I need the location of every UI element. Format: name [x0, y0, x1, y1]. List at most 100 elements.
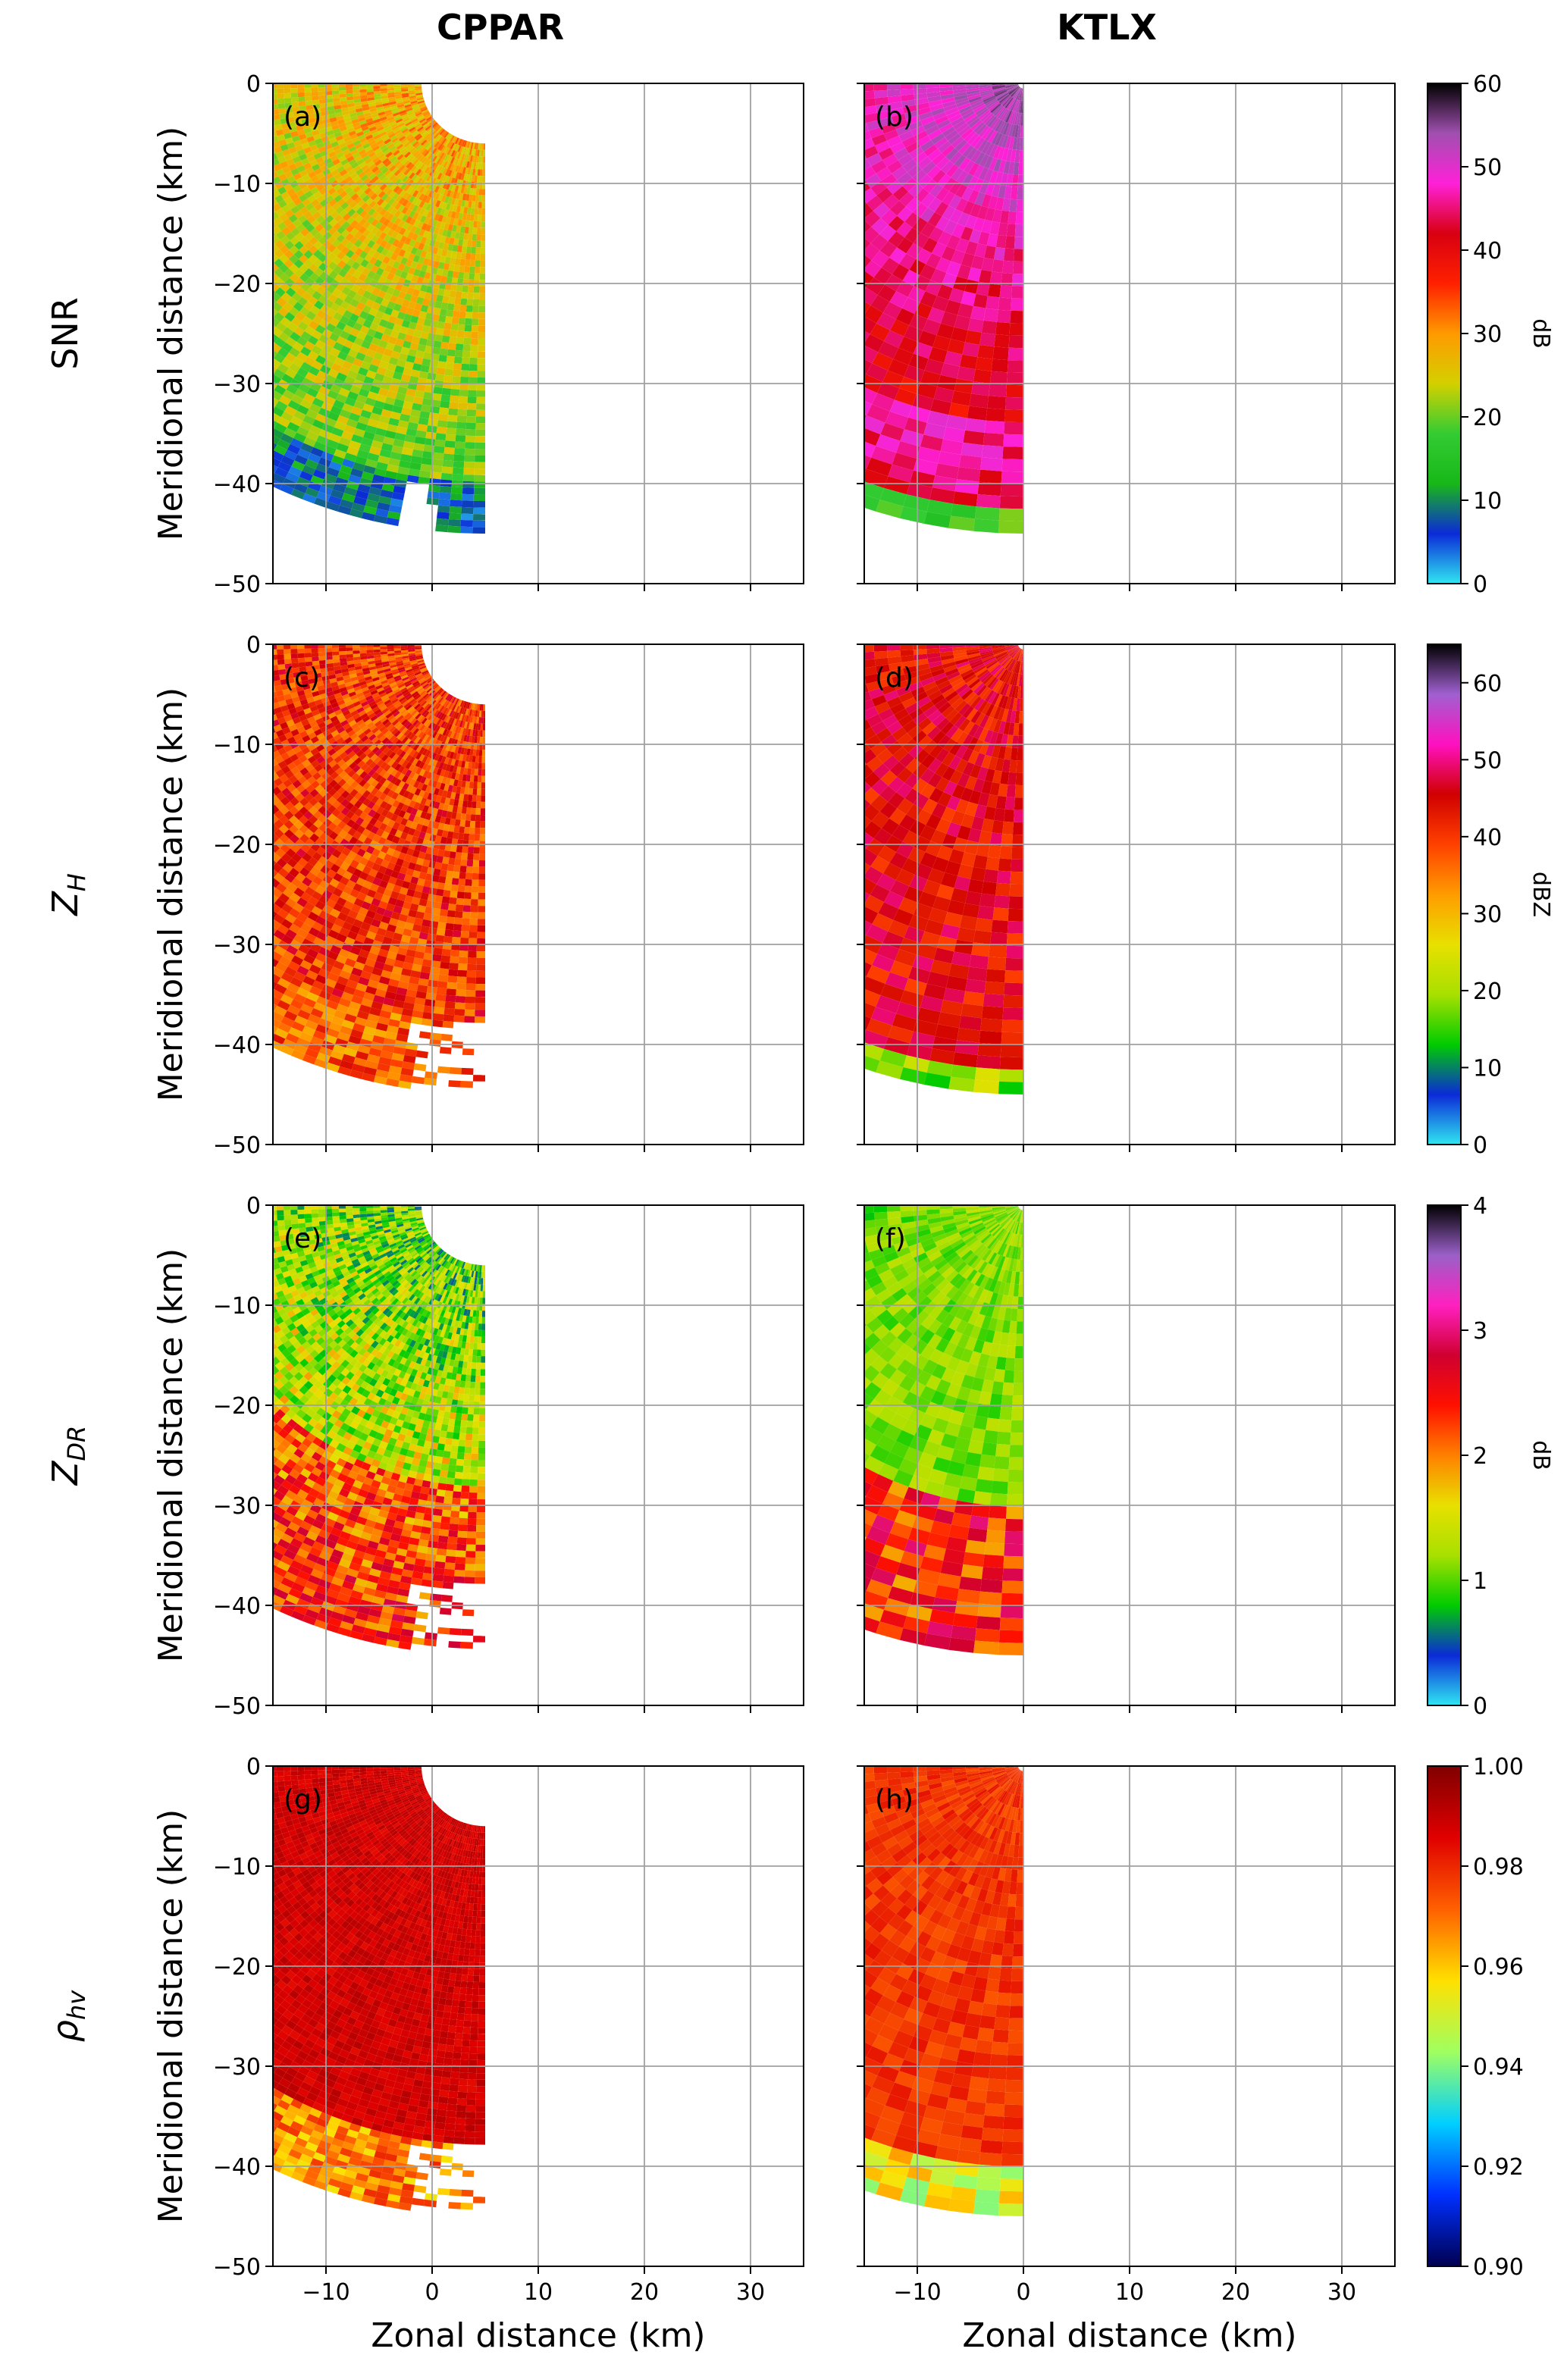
- range-gate: [155, 42, 162, 52]
- range-gate: [36, 61, 43, 73]
- range-gate: [221, 89, 229, 96]
- range-gate: [197, 396, 211, 409]
- range-gate: [419, 163, 426, 171]
- range-gate: [231, 39, 239, 47]
- range-gate: [349, 244, 359, 253]
- range-gate: [427, 44, 434, 49]
- range-gate: [362, 59, 369, 64]
- range-gate: [421, 264, 428, 272]
- range-gate: [139, 330, 152, 342]
- range-gate: [101, 130, 109, 141]
- range-gate: [324, 215, 334, 224]
- range-gate: [347, 208, 356, 217]
- range-gate: [346, 37, 353, 42]
- range-gate: [258, 317, 269, 327]
- range-gate: [453, 356, 462, 364]
- range-gate: [234, 133, 243, 140]
- range-gate: [384, 53, 392, 58]
- range-gate: [193, 0, 202, 4]
- range-gate: [259, 163, 268, 171]
- range-gate: [273, 164, 274, 167]
- range-gate: [290, 92, 298, 98]
- range-gate: [359, 250, 368, 259]
- range-gate: [267, 40, 274, 47]
- range-gate: [418, 24, 425, 30]
- range-gate: [475, 195, 479, 202]
- range-gate: [339, 90, 346, 95]
- range-gate: [353, 8, 361, 14]
- range-gate: [196, 11, 204, 19]
- range-gate: [53, 19, 61, 30]
- range-gate: [473, 494, 485, 502]
- range-gate: [135, 0, 144, 5]
- range-gate: [482, 169, 485, 177]
- range-gate: [415, 73, 422, 75]
- range-gate: [108, 130, 116, 139]
- range-gate: [193, 384, 206, 396]
- range-gate: [125, 288, 136, 300]
- range-gate: [446, 189, 452, 197]
- range-gate: [401, 243, 409, 252]
- range-gate: [234, 27, 243, 34]
- range-gate: [476, 384, 485, 391]
- range-gate: [174, 13, 182, 22]
- range-gate: [467, 240, 472, 247]
- range-gate: [296, 165, 306, 173]
- range-gate: [138, 318, 150, 330]
- range-gate: [301, 158, 310, 165]
- range-gate: [282, 166, 291, 174]
- range-gate: [359, 74, 366, 78]
- range-gate: [186, 16, 195, 25]
- range-gate: [421, 130, 428, 137]
- row-label-zdr-sub: DR: [62, 1426, 91, 1461]
- range-gate: [367, 215, 375, 224]
- row-label-rhohv-sub: hv: [62, 1990, 91, 2020]
- range-gate: [390, 26, 397, 32]
- range-gate: [249, 217, 259, 226]
- range-gate: [63, 83, 70, 94]
- range-gate: [306, 24, 315, 31]
- range-gate: [346, 92, 353, 98]
- range-gate: [469, 273, 475, 280]
- range-gate: [477, 149, 480, 157]
- range-gate: [356, 189, 365, 196]
- range-gate: [463, 174, 468, 181]
- range-gate: [252, 117, 259, 124]
- range-gate: [377, 53, 384, 58]
- range-gate: [135, 238, 146, 249]
- range-gate: [356, 131, 365, 137]
- range-gate: [329, 23, 337, 29]
- range-gate: [391, 158, 400, 165]
- range-gate: [392, 52, 400, 57]
- range-gate: [224, 121, 233, 129]
- range-gate: [424, 37, 431, 42]
- range-gate: [259, 219, 268, 228]
- range-gate: [478, 338, 485, 346]
- range-gate: [77, 74, 83, 83]
- range-gate: [425, 47, 432, 52]
- range-gate: [465, 214, 471, 221]
- range-gate: [111, 92, 119, 102]
- range-gate: [459, 311, 466, 318]
- range-gate: [270, 73, 277, 78]
- range-gate: [469, 364, 478, 371]
- range-gate: [271, 52, 279, 58]
- range-gate: [405, 121, 412, 127]
- range-gate: [405, 201, 412, 209]
- range-gate: [118, 74, 125, 83]
- range-gate: [180, 91, 188, 99]
- range-gate: [476, 240, 481, 248]
- range-gate: [336, 26, 344, 32]
- range-gate: [418, 117, 426, 124]
- range-gate: [375, 188, 383, 196]
- range-gate: [314, 7, 322, 14]
- range-gate: [291, 64, 299, 70]
- range-gate: [418, 186, 425, 193]
- range-gate: [111, 56, 119, 66]
- range-gate: [382, 255, 391, 265]
- range-gate: [197, 210, 207, 220]
- range-gate: [171, 0, 180, 5]
- range-gate: [384, 169, 392, 177]
- range-gate: [194, 98, 202, 105]
- range-gate: [194, 279, 205, 290]
